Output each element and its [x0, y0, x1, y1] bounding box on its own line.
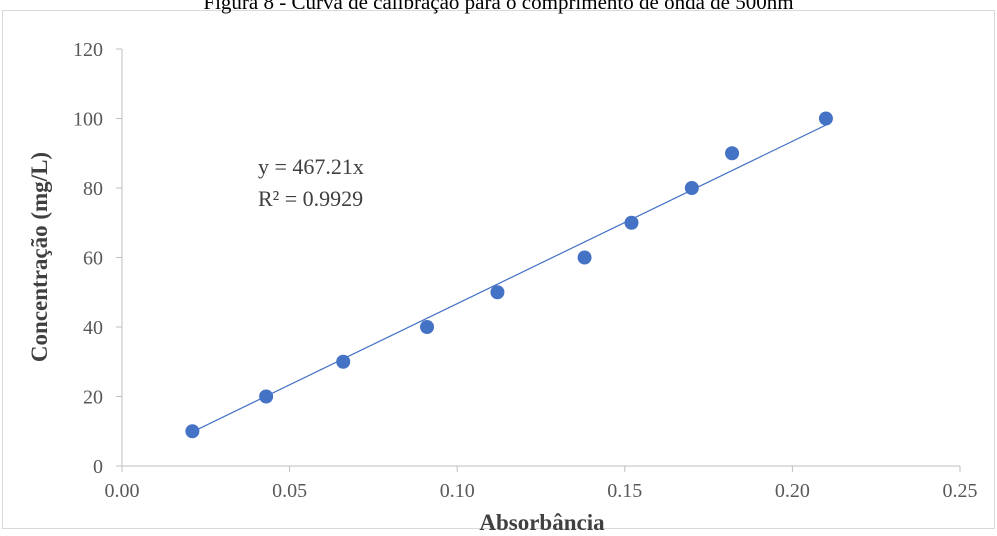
x-tick-label: 0.00: [105, 480, 140, 502]
axes: 0 20 40 60 80 100 120 0.00 0.05 0.10 0.15 0.20 0.25: [73, 39, 978, 502]
y-tick-label: 0: [93, 456, 103, 478]
trendline: [192, 124, 827, 433]
data-point: [490, 285, 505, 300]
y-tick-label: 20: [83, 387, 103, 409]
chart-title-container: Figura 8 - Curva de calibração para o co…: [0, 0, 997, 18]
data-point: [259, 389, 274, 404]
x-tick-label: 0.20: [775, 480, 810, 502]
data-point: [420, 320, 435, 334]
trendline-group: [192, 124, 827, 433]
y-tick-label: 60: [83, 248, 103, 270]
data-point: [725, 146, 740, 161]
chart-title: Figura 8 - Curva de calibração para o co…: [203, 0, 794, 14]
data-points: [185, 111, 833, 439]
y-tick-label: 40: [83, 317, 103, 339]
trendline-equation: y = 467.21x: [258, 154, 364, 179]
y-tick-label: 100: [73, 109, 103, 131]
data-point: [336, 354, 351, 369]
data-point: [577, 250, 592, 265]
y-axis-title: Concentração (mg/L): [27, 152, 52, 362]
y-tick-label: 80: [83, 178, 103, 200]
x-tick-label: 0.15: [607, 480, 642, 502]
y-tick-label: 120: [73, 39, 103, 61]
data-point: [185, 424, 200, 439]
x-tick-label: 0.10: [440, 480, 475, 502]
data-point: [624, 215, 639, 230]
x-tick-label: 0.25: [943, 480, 978, 502]
chart-border: [2, 10, 995, 529]
x-axis-title: Absorbância: [479, 510, 605, 531]
data-point: [818, 111, 833, 126]
x-tick-label: 0.05: [272, 480, 307, 502]
r-squared-label: R² = 0.9929: [258, 186, 363, 211]
data-point: [684, 181, 699, 195]
